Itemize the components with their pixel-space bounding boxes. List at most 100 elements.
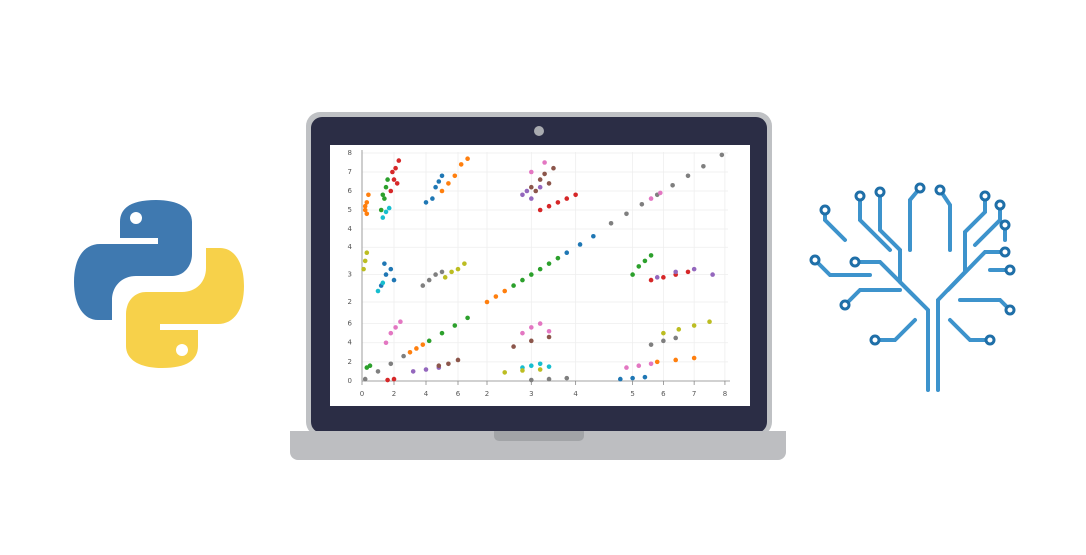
point <box>433 184 438 190</box>
laptop-base <box>290 431 786 460</box>
point <box>661 338 666 344</box>
point <box>661 330 666 336</box>
point <box>636 264 642 269</box>
point <box>577 242 583 247</box>
point <box>630 272 635 277</box>
x-tick-label: 4 <box>573 390 578 398</box>
point <box>529 338 534 344</box>
point <box>493 294 499 299</box>
point <box>533 188 539 194</box>
circuit-node <box>984 334 996 346</box>
point <box>673 335 678 341</box>
circuit-node <box>854 190 866 202</box>
point <box>648 253 654 258</box>
point <box>364 200 370 205</box>
point <box>648 196 654 201</box>
point <box>542 160 547 165</box>
point <box>648 277 654 283</box>
point <box>391 376 397 382</box>
point <box>449 269 454 275</box>
point <box>520 330 525 336</box>
point <box>661 275 666 280</box>
point <box>420 283 426 288</box>
point <box>388 266 394 272</box>
point <box>546 181 552 186</box>
point <box>439 173 445 179</box>
point <box>673 357 678 363</box>
point <box>529 272 534 277</box>
point <box>388 330 394 336</box>
circuit-trace <box>908 186 922 252</box>
point <box>383 209 389 215</box>
x-tick-label: 8 <box>723 390 727 398</box>
point <box>452 323 458 328</box>
circuit-node <box>869 334 881 346</box>
point <box>364 211 370 217</box>
point <box>658 190 663 196</box>
point <box>385 177 390 182</box>
python-logo <box>74 200 244 368</box>
x-tick-label: 6 <box>456 390 461 398</box>
point <box>455 266 461 272</box>
point <box>630 375 635 381</box>
point <box>670 183 675 188</box>
point <box>710 272 715 277</box>
point <box>564 250 570 255</box>
y-tick-label: 2 <box>348 358 352 366</box>
point <box>401 353 406 359</box>
laptop <box>290 112 786 460</box>
point <box>391 277 397 283</box>
point <box>361 266 366 272</box>
point <box>465 156 470 161</box>
python-blue <box>74 200 192 320</box>
point <box>462 261 467 266</box>
point <box>673 269 678 275</box>
point <box>386 205 392 211</box>
circuit-trace <box>973 203 1002 247</box>
point <box>439 269 445 275</box>
point <box>529 363 534 368</box>
brain-nodes <box>809 182 1016 346</box>
circuit-trace <box>853 260 920 302</box>
point <box>455 357 461 363</box>
point <box>529 184 534 190</box>
circuit-node <box>979 190 991 202</box>
point <box>624 211 629 217</box>
brain-circuit <box>813 186 1012 392</box>
point <box>426 338 432 344</box>
point <box>546 203 552 209</box>
point <box>502 288 508 294</box>
point <box>426 277 432 283</box>
point <box>546 334 552 340</box>
circuit-node <box>999 219 1011 231</box>
point <box>676 327 682 332</box>
point <box>520 192 525 198</box>
point <box>383 184 389 190</box>
x-tick-label: 4 <box>424 390 429 398</box>
point <box>423 367 429 372</box>
point <box>465 315 470 321</box>
point <box>393 165 398 171</box>
python-yellow <box>126 248 244 368</box>
point <box>520 368 525 373</box>
camera <box>534 126 544 136</box>
point <box>707 319 712 324</box>
point <box>439 330 445 336</box>
circuit-node <box>809 254 821 266</box>
point <box>446 181 451 186</box>
point <box>691 323 697 328</box>
point <box>383 272 389 277</box>
y-tick-label: 6 <box>348 320 353 328</box>
point <box>555 255 561 261</box>
circuit-trace <box>843 288 902 307</box>
circuit-trace <box>858 194 892 252</box>
point <box>537 207 543 213</box>
circuit-node <box>849 256 861 268</box>
point <box>362 376 368 382</box>
point <box>546 364 552 369</box>
circuit-trace <box>958 298 1012 312</box>
laptop-notch <box>494 431 584 441</box>
point <box>529 377 534 383</box>
point <box>502 370 508 375</box>
circuit-trace <box>946 250 1007 292</box>
